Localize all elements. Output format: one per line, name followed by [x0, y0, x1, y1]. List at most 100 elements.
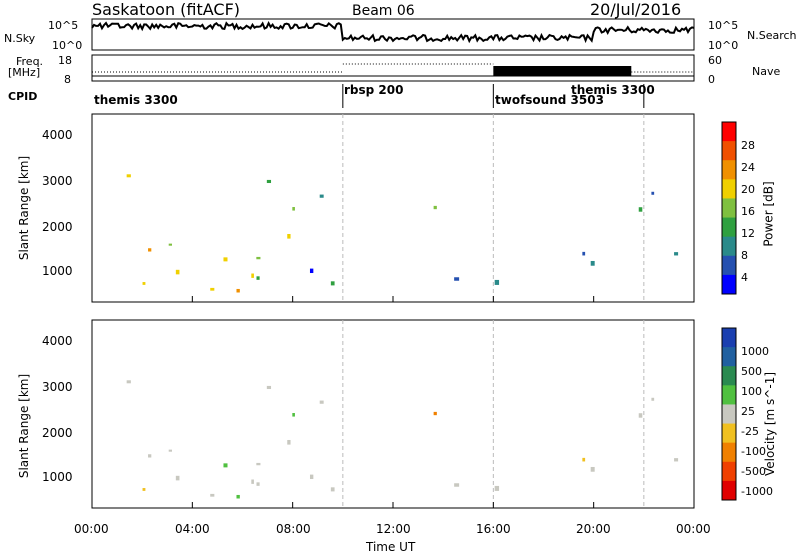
power-cbar-tick-24: 24 — [741, 161, 755, 174]
velocity-ytick-4000: 4000 — [42, 334, 73, 348]
power-echo — [292, 207, 295, 211]
power-colorbar-cell — [722, 274, 736, 295]
velocity-echo — [638, 413, 643, 418]
cpid-label: CPID — [8, 90, 38, 103]
velocity-echo — [251, 479, 254, 484]
power-echo — [236, 288, 240, 293]
power-colorbar-cell — [722, 255, 736, 276]
noise-search-label: N.Search — [747, 29, 797, 42]
power-cbar-tick-8: 8 — [741, 249, 748, 262]
velocity-echo — [330, 487, 335, 492]
velocity-echo — [590, 466, 595, 472]
noise-sky-label: N.Sky — [4, 32, 36, 45]
power-ytick-1000: 1000 — [42, 264, 73, 278]
power-echo — [142, 282, 146, 285]
nave-tick-top: 60 — [708, 54, 722, 67]
power-echo — [287, 233, 291, 239]
power-echo — [309, 268, 314, 274]
freq-tick-top: 18 — [58, 54, 72, 67]
velocity-echo — [256, 462, 261, 466]
power-echo — [330, 281, 335, 286]
power-colorbar-cell — [722, 141, 736, 161]
power-colorbar-cell — [722, 217, 736, 238]
velocity-echo — [210, 493, 215, 497]
power-echo — [651, 191, 655, 195]
power-echo — [223, 257, 228, 262]
noise-trace — [91, 20, 695, 44]
power-colorbar-frame — [721, 121, 737, 295]
power-ytick-3000: 3000 — [42, 174, 73, 188]
velocity-ytick-1000: 1000 — [42, 470, 73, 484]
power-echo — [175, 269, 180, 275]
freq-tick-bottom: 8 — [64, 73, 71, 86]
noise-left-tick-top: 10^5 — [48, 19, 79, 32]
velocity-echo — [433, 411, 437, 416]
xtick-5: 20:00 — [576, 522, 611, 536]
xaxis-label: Time UT — [366, 540, 416, 554]
nave-label: Nave — [752, 65, 781, 78]
power-echo — [319, 194, 324, 198]
xtick-3: 12:00 — [376, 522, 411, 536]
vel-cbar-tick-100: 100 — [741, 385, 762, 398]
velocity-echo — [175, 475, 180, 481]
vel-cbar-tick-1000: 1000 — [741, 345, 769, 358]
velocity-colorbar-cell — [722, 366, 736, 386]
velocity-echo — [651, 397, 655, 401]
velocity-colorbar-cell — [722, 328, 736, 348]
velocity-echo — [266, 385, 272, 390]
power-cbar-tick-28: 28 — [741, 139, 755, 152]
noise-panel-frame — [91, 18, 695, 51]
noise-right-tick-bottom: 10^0 — [708, 39, 739, 52]
power-echo — [251, 273, 254, 278]
vel-cbar-tick-m100: -100 — [741, 445, 766, 458]
velocity-echo — [148, 454, 152, 458]
cpid-segment-2: rbsp 200 — [344, 83, 404, 97]
power-colorbar-cell — [722, 198, 736, 219]
xtick-1: 04:00 — [175, 522, 210, 536]
station-title: Saskatoon (fitACF) — [92, 0, 241, 19]
noise-left-tick-bottom: 10^0 — [52, 39, 83, 52]
velocity-colorbar-cell — [722, 404, 736, 425]
vel-cbar-tick-m25: -25 — [741, 425, 759, 438]
power-cbar-tick-12: 12 — [741, 227, 755, 240]
velocity-colorbar-cell — [722, 423, 736, 444]
freq-label: Freq. — [16, 55, 44, 68]
power-ytick-4000: 4000 — [42, 128, 73, 142]
velocity-echo — [309, 474, 314, 480]
cpid-segment-4: themis 3300 — [571, 83, 655, 97]
velocity-echo — [582, 457, 586, 462]
power-echo — [256, 276, 260, 280]
velocity-colorbar-frame — [721, 327, 737, 501]
power-cbar-tick-20: 20 — [741, 183, 755, 196]
power-echo — [454, 277, 460, 281]
cpid-segment-1: themis 3300 — [94, 93, 178, 107]
velocity-echo — [168, 449, 173, 452]
power-colorbar-cell — [722, 160, 736, 180]
velocity-panel-frame — [91, 319, 695, 509]
vel-cbar-tick-500: 500 — [741, 365, 762, 378]
velocity-echo — [236, 494, 240, 499]
xtick-2: 08:00 — [276, 522, 311, 536]
velocity-colorbar-cell — [722, 461, 736, 482]
beam-label: Beam 06 — [352, 3, 415, 19]
velocity-echo — [287, 439, 291, 445]
velocity-echo — [223, 463, 228, 468]
nave-tick-bottom: 0 — [708, 73, 715, 86]
power-echo — [256, 256, 261, 260]
velocity-colorbar-cell — [722, 385, 736, 405]
power-echo — [590, 260, 595, 266]
velocity-ytick-2000: 2000 — [42, 426, 73, 440]
noise-right-tick-top: 10^5 — [708, 19, 739, 32]
nave-block — [493, 66, 632, 76]
power-cbar-tick-4: 4 — [741, 271, 748, 284]
xtick-6: 00:00 — [676, 522, 711, 536]
power-colorbar-cell — [722, 236, 736, 257]
velocity-colorbar-cell — [722, 480, 736, 501]
velocity-echo — [256, 482, 260, 486]
power-echo — [494, 279, 500, 285]
velocity-echo — [494, 485, 500, 491]
power-echo — [638, 207, 643, 212]
date-label: 20/Jul/2016 — [590, 0, 682, 19]
freq-panel-frame — [91, 54, 695, 82]
